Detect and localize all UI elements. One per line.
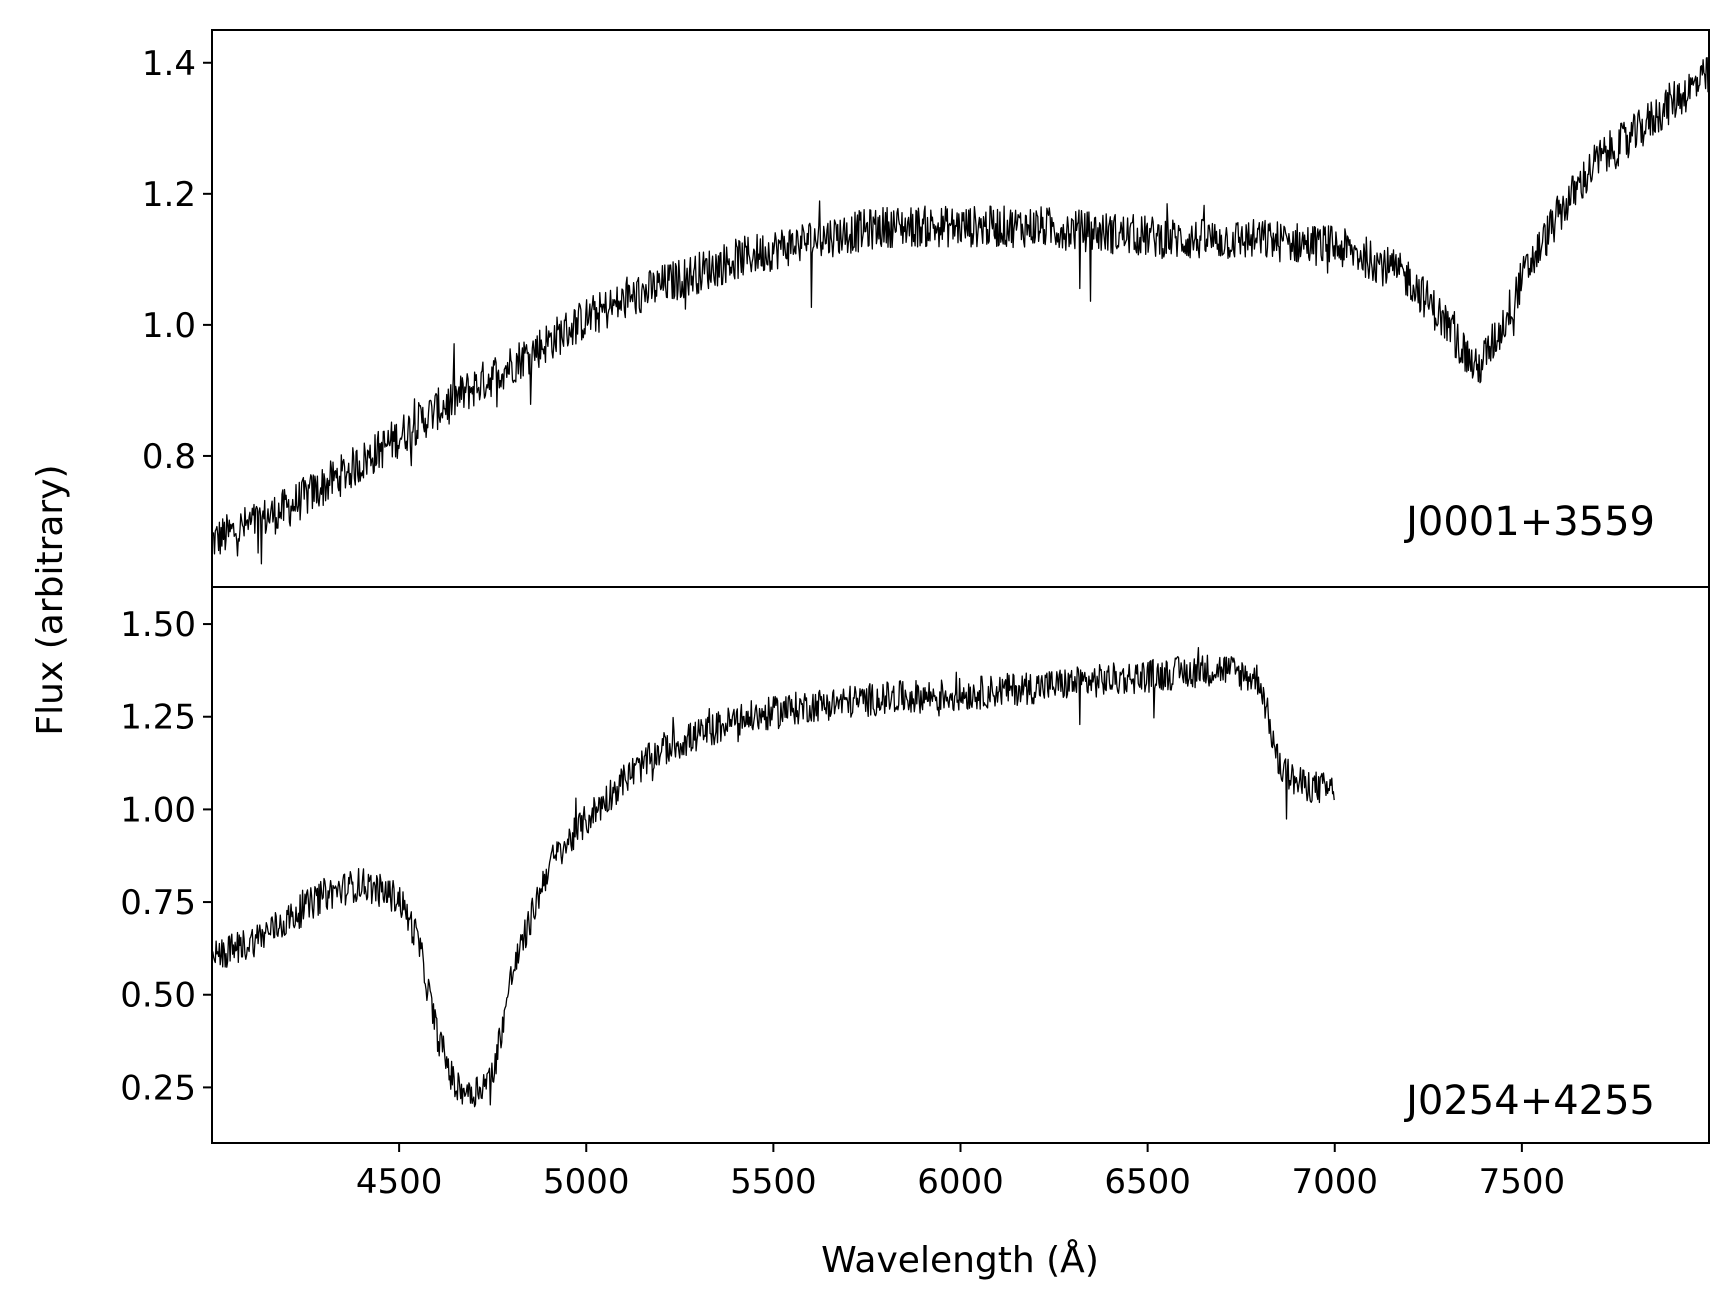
x-tick-label: 7000 (1291, 1162, 1378, 1202)
bottom-y-ticks: 0.25 0.50 0.75 1.00 1.25 1.50 (120, 605, 212, 1108)
x-axis-title: Wavelength (Å) (821, 1238, 1099, 1281)
bottom-axes-frame (211, 586, 1710, 1144)
x-tick-label: 4500 (356, 1162, 443, 1202)
bottom-x-ticks: 4500 5000 5500 6000 6500 7000 7500 (356, 1143, 1565, 1202)
panel-j0254: 0.25 0.50 0.75 1.00 1.25 1.50 4500 5000 5500 600… (120, 605, 1655, 1202)
bottom-y-tick-label: 1.50 (120, 605, 196, 645)
y-axis-title: Flux (arbitrary) (30, 464, 71, 735)
top-y-tick-label: 1.0 (142, 306, 196, 346)
x-tick-label: 7500 (1479, 1162, 1566, 1202)
bottom-spectrum-line (212, 647, 1335, 1108)
x-tick-label: 5000 (543, 1162, 630, 1202)
bottom-y-tick-label: 0.50 (120, 976, 196, 1016)
top-y-tick-label: 0.8 (142, 437, 196, 477)
x-tick-label: 5500 (730, 1162, 817, 1202)
bottom-panel-label: J0254+4255 (1403, 1078, 1655, 1124)
bottom-y-tick-label: 0.25 (120, 1068, 196, 1108)
top-spectrum-line (212, 57, 1709, 565)
x-tick-label: 6500 (1104, 1162, 1191, 1202)
bottom-y-tick-label: 0.75 (120, 883, 196, 923)
top-panel-label: J0001+3559 (1403, 499, 1655, 545)
top-y-tick-label: 1.2 (142, 175, 196, 215)
x-tick-label: 6000 (917, 1162, 1004, 1202)
top-y-tick-label: 1.4 (142, 44, 196, 84)
top-y-ticks: 0.8 1.0 1.2 1.4 (142, 44, 212, 477)
bottom-y-tick-label: 1.00 (120, 790, 196, 830)
panel-j0001: 0.8 1.0 1.2 1.4 J0001+3559 (142, 44, 1709, 565)
bottom-y-tick-label: 1.25 (120, 698, 196, 738)
